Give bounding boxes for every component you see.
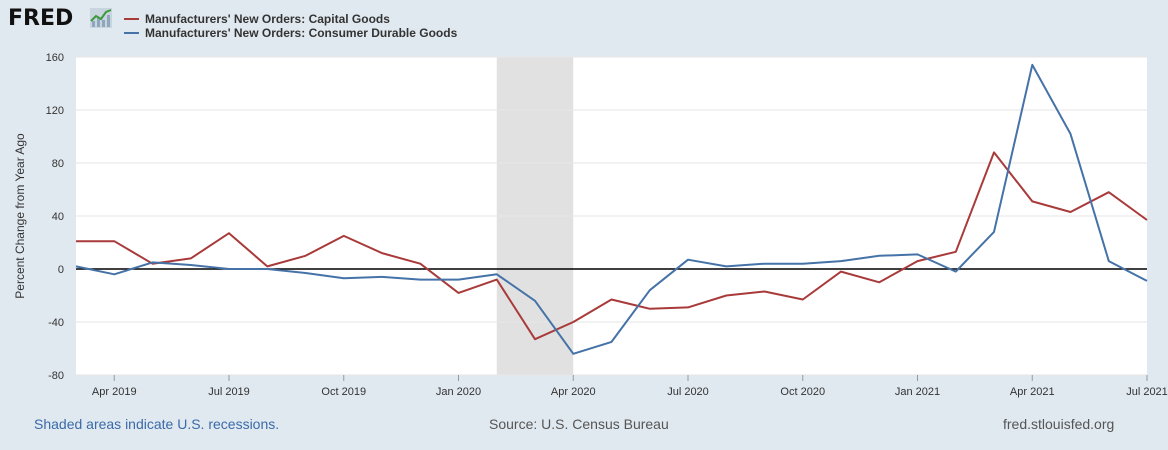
legend-swatch-capital-goods xyxy=(124,18,139,20)
y-axis-label: Percent Change from Year Ago xyxy=(13,133,27,299)
x-tick-label: Jul 2020 xyxy=(667,386,709,398)
legend-label-consumer-durable: Manufacturers' New Orders: Consumer Dura… xyxy=(145,26,458,40)
x-tick-label: Apr 2021 xyxy=(1010,386,1055,398)
x-tick-label: Jan 2021 xyxy=(895,386,940,398)
x-tick-label: Apr 2019 xyxy=(92,386,137,398)
x-tick-label: Apr 2020 xyxy=(551,386,596,398)
legend-item-consumer-durable[interactable]: Manufacturers' New Orders: Consumer Dura… xyxy=(124,26,457,40)
legend-item-capital-goods[interactable]: Manufacturers' New Orders: Capital Goods xyxy=(124,12,457,26)
series-line-consumer-durable xyxy=(75,63,1148,355)
trend-line-icon xyxy=(90,8,112,28)
chart-legend: Manufacturers' New Orders: Capital Goods… xyxy=(124,12,457,40)
recession-note-link[interactable]: Shaded areas indicate U.S. recessions. xyxy=(34,416,280,432)
source-note: Source: U.S. Census Bureau xyxy=(489,416,669,432)
x-tick-label: Jul 2021 xyxy=(1126,386,1168,398)
y-tick-label: 160 xyxy=(46,52,64,64)
series-line-capital-goods xyxy=(76,151,1148,341)
x-tick-label: Jul 2019 xyxy=(208,386,250,398)
y-tick-label: 80 xyxy=(52,158,64,170)
x-tick-label: Oct 2020 xyxy=(780,386,825,398)
y-tick-label: 40 xyxy=(52,211,64,223)
x-tick-label: Oct 2019 xyxy=(321,386,366,398)
legend-swatch-consumer-durable xyxy=(124,32,139,34)
y-tick-label: 120 xyxy=(46,105,64,117)
y-tick-label: 0 xyxy=(58,264,64,276)
legend-label-capital-goods: Manufacturers' New Orders: Capital Goods xyxy=(145,12,390,26)
site-link[interactable]: fred.stlouisfed.org xyxy=(1003,416,1115,432)
y-tick-label: -80 xyxy=(48,370,64,382)
y-tick-label: -40 xyxy=(48,317,64,329)
fred-logo: FRED xyxy=(8,6,74,31)
line-chart: 160 120 80 40 0 -40 -80 Apr 2019 Jul 2019 Oct 201… xyxy=(13,52,1168,398)
x-tick-label: Jan 2020 xyxy=(436,386,481,398)
